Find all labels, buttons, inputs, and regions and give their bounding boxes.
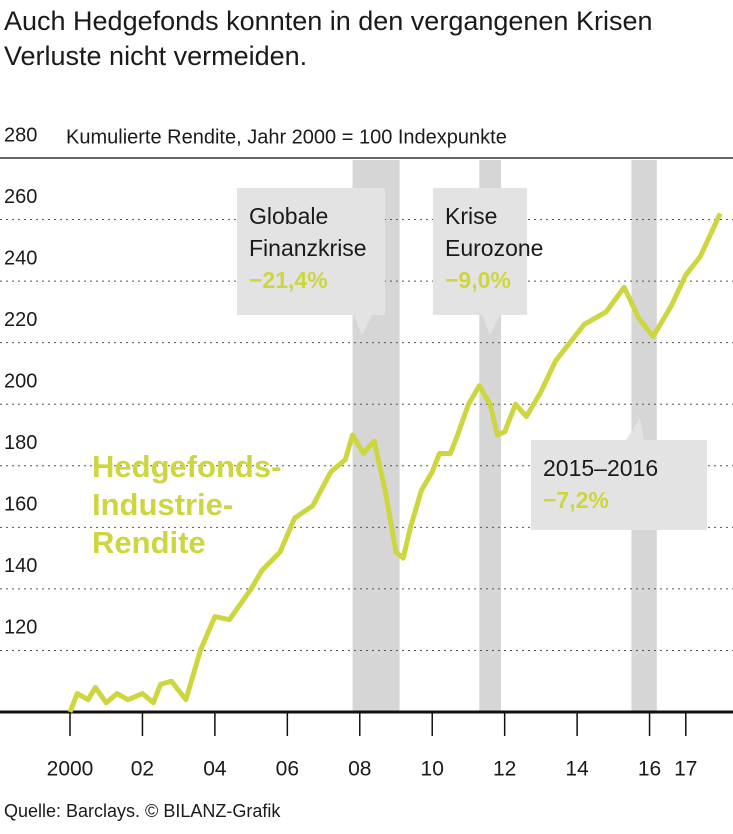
source: Quelle: Barclays. © BILANZ-Grafik xyxy=(4,801,281,821)
annotation-value: −9,0% xyxy=(445,267,511,293)
y-axis-label: Kumulierte Rendite, Jahr 2000 = 100 Inde… xyxy=(66,126,507,148)
x-tick-label: 16 xyxy=(638,758,661,781)
x-tick-label: 08 xyxy=(348,758,371,781)
x-tick-label: 10 xyxy=(421,758,444,781)
x-tick-label: 06 xyxy=(276,758,299,781)
x-tick-label: 02 xyxy=(131,758,154,781)
annotation-value: −21,4% xyxy=(249,267,328,293)
y-tick-label: 240 xyxy=(4,247,37,269)
y-tick-label: 280 xyxy=(4,124,37,146)
x-tick-label: 14 xyxy=(565,758,589,781)
y-tick-label: 180 xyxy=(4,432,37,454)
annotation-box xyxy=(433,188,527,315)
y-tick-label: 260 xyxy=(4,186,37,208)
annotation-text: Finanzkrise xyxy=(249,235,367,261)
y-tick-label: 120 xyxy=(4,617,37,639)
y-tick-label: 220 xyxy=(4,309,37,331)
annotation-pointer xyxy=(354,315,372,335)
x-tick-label: 12 xyxy=(493,758,516,781)
annotation-box xyxy=(531,440,707,530)
series-label: Hedgefonds-Industrie-Rendite xyxy=(92,449,282,560)
annotation-pointer xyxy=(626,418,644,440)
y-tick-label: 160 xyxy=(4,494,37,516)
annotation-value: −7,2% xyxy=(543,487,609,513)
x-tick-label: 04 xyxy=(203,758,227,781)
annotation-text: Krise xyxy=(445,203,497,229)
annotation-pointer xyxy=(482,315,500,335)
chart-title: Auch Hedgefonds konnten in den vergangen… xyxy=(4,6,653,71)
x-tick-label: 2000 xyxy=(47,758,94,781)
x-tick-label: 17 xyxy=(674,758,697,781)
y-tick-label: 200 xyxy=(4,371,37,393)
line-series xyxy=(67,212,723,713)
annotation-text: Eurozone xyxy=(445,235,543,261)
annotation-box xyxy=(237,188,385,315)
annotation-text: 2015–2016 xyxy=(543,455,658,481)
y-tick-label: 140 xyxy=(4,555,37,577)
annotation-text: Globale xyxy=(249,203,328,229)
